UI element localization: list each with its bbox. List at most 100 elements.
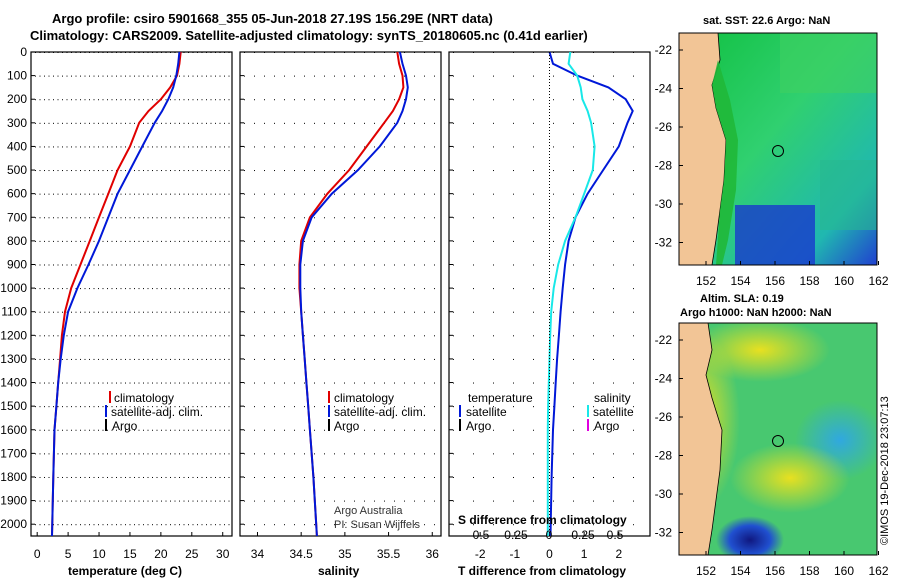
grid-dot xyxy=(138,335,140,337)
grid-dot xyxy=(75,500,77,502)
grid-dot xyxy=(573,382,574,384)
grid-dot xyxy=(493,406,494,408)
grid-dot xyxy=(513,52,514,53)
grid-dot xyxy=(89,146,90,148)
grid-dot xyxy=(228,311,230,313)
grid-dot xyxy=(284,52,285,53)
grid-dot xyxy=(102,122,104,124)
sla-high-south xyxy=(730,443,850,513)
grid-dot xyxy=(102,335,104,337)
grid-dot xyxy=(102,476,104,478)
grid-dot xyxy=(197,476,198,478)
grid-dot xyxy=(143,524,144,526)
grid-dot xyxy=(633,217,634,219)
grid-dot xyxy=(533,335,534,337)
grid-dot xyxy=(138,406,140,408)
grid-dot xyxy=(129,217,131,219)
grid-dot xyxy=(364,311,365,313)
grid-dot xyxy=(120,335,122,337)
grid-dot xyxy=(493,122,494,124)
x-tick-label: 25 xyxy=(185,547,199,561)
grid-dot xyxy=(364,122,365,124)
grid-dot xyxy=(44,476,45,478)
grid-dot xyxy=(513,311,514,313)
grid-dot xyxy=(75,311,77,313)
grid-dot xyxy=(53,193,54,195)
grid-dot xyxy=(453,429,454,431)
grid-dot xyxy=(156,335,158,337)
grid-dot xyxy=(147,453,149,455)
grid-dot xyxy=(219,358,221,360)
grid-dot xyxy=(493,335,494,337)
grid-dot xyxy=(39,122,41,124)
grid-dot xyxy=(89,99,90,101)
grid-dot xyxy=(414,429,415,431)
grid-dot xyxy=(573,240,574,242)
grid-dot xyxy=(75,99,77,101)
grid-dot xyxy=(53,240,54,242)
grid-dot xyxy=(533,217,534,219)
grid-dot xyxy=(473,476,474,478)
grid-dot xyxy=(129,52,131,53)
grid-dot xyxy=(314,75,315,77)
grid-dot xyxy=(89,335,90,337)
grid-dot xyxy=(98,288,99,290)
grid-dot xyxy=(152,524,153,526)
grid-dot xyxy=(116,524,117,526)
grid-dot xyxy=(89,524,90,526)
grid-dot xyxy=(156,99,158,101)
grid-dot xyxy=(161,75,162,77)
grid-dot xyxy=(633,453,634,455)
grid-dot xyxy=(513,288,514,290)
grid-dot xyxy=(224,311,225,313)
grid-dot xyxy=(344,358,345,360)
grid-dot xyxy=(613,358,614,360)
grid-dot xyxy=(152,311,153,313)
grid-dot xyxy=(414,122,415,124)
grid-dot xyxy=(553,99,554,101)
grid-dot xyxy=(170,99,171,101)
grid-dot xyxy=(210,240,212,242)
grid-dot xyxy=(215,288,216,290)
grid-dot xyxy=(314,311,315,313)
grid-dot xyxy=(62,429,63,431)
grid-dot xyxy=(201,146,203,148)
grid-dot xyxy=(264,240,265,242)
grid-dot xyxy=(192,335,194,337)
grid-dot xyxy=(513,146,514,148)
map-x-tick-label: 156 xyxy=(765,274,785,288)
grid-dot xyxy=(66,476,68,478)
grid-dot xyxy=(107,311,108,313)
grid-dot xyxy=(553,240,554,242)
series-climatology xyxy=(51,51,182,537)
grid-dot xyxy=(314,335,315,337)
grid-dot xyxy=(593,122,594,124)
grid-dot xyxy=(71,335,72,337)
grid-dot xyxy=(324,406,325,408)
grid-dot xyxy=(134,335,135,337)
grid-dot xyxy=(143,453,144,455)
grid-dot xyxy=(254,288,255,290)
grid-dot xyxy=(219,75,221,77)
grid-dot xyxy=(170,122,171,124)
grid-dot xyxy=(192,288,194,290)
difference-panel: -2 -1 0 1 2 xyxy=(453,51,634,561)
grid-dot xyxy=(98,264,99,266)
grid-dot xyxy=(35,406,36,408)
map-x-tick-label: 160 xyxy=(834,274,854,288)
grid-dot xyxy=(116,52,117,53)
grid-dot xyxy=(394,170,395,172)
grid-dot xyxy=(424,382,425,384)
grid-dot xyxy=(394,453,395,455)
grid-dot xyxy=(573,264,574,266)
grid-dot xyxy=(224,240,225,242)
grid-dot xyxy=(152,52,153,53)
grid-dot xyxy=(183,406,185,408)
upper-tick-label: -0.5 xyxy=(469,528,490,542)
grid-dot xyxy=(573,193,574,195)
grid-dot xyxy=(197,429,198,431)
grid-dot xyxy=(62,406,63,408)
grid-dot xyxy=(107,75,108,77)
grid-dot xyxy=(228,406,230,408)
grid-dot xyxy=(533,288,534,290)
